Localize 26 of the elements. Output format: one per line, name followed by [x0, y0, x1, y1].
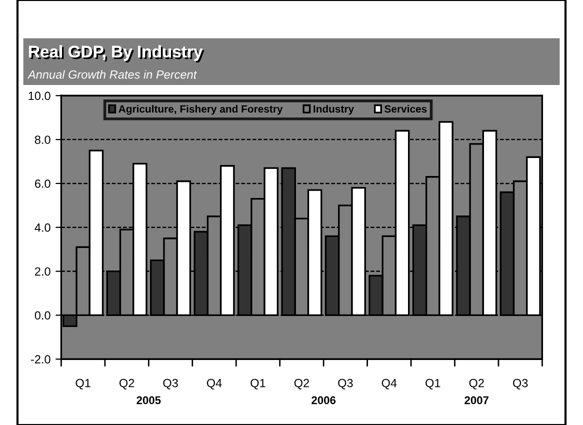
text: 2007	[464, 396, 488, 404]
x-tick-label: Q1	[76, 378, 90, 390]
y-tick-label: -2.0	[30, 355, 50, 364]
y-tick-label: 0.0	[34, 311, 50, 320]
legend-label: Industry	[314, 105, 354, 115]
text: 2005	[136, 396, 161, 404]
legend-label: Agriculture, Fishery and Forestry	[118, 105, 283, 115]
x-tick-label: Q4	[382, 378, 397, 390]
x-tick-label: Q1	[426, 378, 440, 390]
y-tick-label: 10.0	[28, 92, 50, 100]
x-tick-label: Q2	[119, 378, 134, 390]
legend-label: Services	[384, 105, 427, 113]
x-tick-label: Q3	[338, 378, 353, 390]
y-tick-label: 2.0	[34, 267, 50, 276]
x-tick-label: Q3	[513, 378, 528, 390]
text: 2006	[312, 396, 336, 404]
x-tick-label: Q4	[206, 378, 222, 390]
chart-subtitle: Annual Growth Rates in Percent	[27, 70, 198, 79]
x-tick-label: Q2	[294, 378, 309, 390]
chart-title: Real GDP, By Industry	[29, 45, 204, 62]
x-tick-label: Q1	[250, 378, 266, 390]
x-tick-label: Q2	[469, 378, 484, 390]
x-tick-label: Q3	[163, 378, 178, 390]
y-tick-label: 6.0	[34, 179, 50, 188]
y-tick-label: 8.0	[34, 136, 50, 144]
y-tick-label: 4.0	[34, 223, 50, 232]
